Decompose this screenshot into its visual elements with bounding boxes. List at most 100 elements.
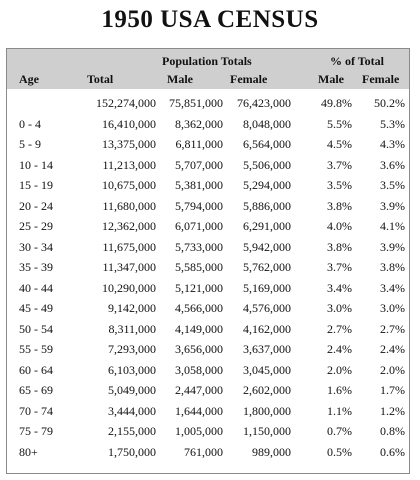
column-header-female: Female bbox=[230, 72, 268, 86]
cell-age: 20 - 24 bbox=[19, 198, 53, 213]
column-header-male: Male bbox=[167, 72, 193, 86]
cell-pct-female: 4.3% bbox=[380, 137, 405, 151]
cell-age: 75 - 79 bbox=[19, 424, 53, 438]
cell-female: 5,886,000 bbox=[243, 198, 291, 213]
cell-age: 35 - 39 bbox=[19, 260, 53, 274]
cell-male: 5,794,000 bbox=[175, 198, 223, 213]
cell-age: 80+ bbox=[19, 444, 38, 459]
page-title: 1950 USA CENSUS bbox=[101, 6, 319, 33]
table-row: 55 - 59 7,293,000 3,656,000 3,637,000 2.4% 2.… bbox=[7, 339, 409, 359]
cell-male: 2,447,000 bbox=[175, 383, 223, 397]
cell-age: 0 - 4 bbox=[19, 116, 41, 131]
cell-age: 50 - 54 bbox=[19, 321, 53, 336]
cell-total: 11,213,000 bbox=[102, 157, 156, 172]
column-header-pct-female: Female bbox=[362, 72, 400, 86]
table-row: 35 - 39 11,347,000 5,585,000 5,762,000 3.7% 3… bbox=[7, 257, 409, 277]
cell-pct-male: 0.7% bbox=[327, 424, 352, 438]
cell-pct-female: 0.6% bbox=[380, 444, 405, 459]
cell-total: 11,675,000 bbox=[102, 239, 156, 254]
cell-female: 6,291,000 bbox=[243, 219, 291, 233]
cell-total: 16,410,000 bbox=[102, 116, 156, 131]
cell-pct-male: 1.1% bbox=[327, 403, 352, 418]
cell-pct-male: 49.8% bbox=[321, 96, 352, 110]
cell-male: 5,707,000 bbox=[175, 157, 223, 172]
table-row: 65 - 69 5,049,000 2,447,000 2,602,000 1.6% 1.… bbox=[7, 380, 409, 400]
cell-female: 5,942,000 bbox=[243, 239, 291, 254]
cell-pct-female: 1.2% bbox=[380, 403, 405, 418]
cell-age: 30 - 34 bbox=[19, 239, 53, 254]
cell-pct-male: 2.7% bbox=[327, 321, 352, 336]
cell-pct-male: 3.5% bbox=[327, 178, 352, 192]
cell-female: 989,000 bbox=[252, 444, 291, 459]
table-row: 0 - 4 16,410,000 8,362,000 8,048,000 5.5% 5.3… bbox=[7, 114, 409, 134]
cell-female: 4,576,000 bbox=[243, 301, 291, 315]
cell-female: 5,294,000 bbox=[243, 178, 291, 192]
cell-pct-female: 50.2% bbox=[374, 96, 405, 110]
cell-female: 6,564,000 bbox=[243, 137, 291, 151]
cell-pct-female: 3.9% bbox=[380, 198, 405, 213]
cell-total: 11,347,000 bbox=[102, 260, 156, 274]
cell-age: 25 - 29 bbox=[19, 219, 53, 233]
cell-pct-female: 0.8% bbox=[380, 424, 405, 438]
group-header-population-totals: Population Totals bbox=[162, 54, 252, 68]
cell-pct-female: 4.1% bbox=[380, 219, 405, 233]
cell-pct-male: 3.7% bbox=[327, 260, 352, 274]
cell-female: 5,506,000 bbox=[243, 157, 291, 172]
cell-male: 5,733,000 bbox=[175, 239, 223, 254]
cell-male: 5,585,000 bbox=[175, 260, 223, 274]
cell-age: 10 - 14 bbox=[19, 157, 53, 172]
cell-pct-male: 3.8% bbox=[327, 239, 352, 254]
cell-total: 12,362,000 bbox=[102, 219, 156, 233]
cell-age: 40 - 44 bbox=[19, 280, 53, 295]
cell-male: 3,656,000 bbox=[175, 342, 223, 356]
cell-pct-male: 5.5% bbox=[327, 116, 352, 131]
cell-age: 55 - 59 bbox=[19, 342, 53, 356]
cell-total: 2,155,000 bbox=[108, 424, 156, 438]
cell-age: 70 - 74 bbox=[19, 403, 53, 418]
cell-female: 1,150,000 bbox=[243, 424, 291, 438]
cell-total: 1,750,000 bbox=[108, 444, 156, 459]
cell-pct-male: 3.8% bbox=[327, 198, 352, 213]
cell-pct-male: 3.4% bbox=[327, 280, 352, 295]
cell-male: 6,811,000 bbox=[175, 137, 223, 151]
cell-female: 1,800,000 bbox=[243, 403, 291, 418]
cell-pct-female: 3.0% bbox=[380, 301, 405, 315]
cell-pct-female: 2.4% bbox=[380, 342, 405, 356]
table-row: 40 - 44 10,290,000 5,121,000 5,169,000 3.4% 3… bbox=[7, 278, 409, 298]
cell-total: 11,680,000 bbox=[102, 198, 156, 213]
cell-pct-female: 3.4% bbox=[380, 280, 405, 295]
table-row: 30 - 34 11,675,000 5,733,000 5,942,000 3.8% 3… bbox=[7, 237, 409, 257]
table-row: 75 - 79 2,155,000 1,005,000 1,150,000 0.7% 0.… bbox=[7, 421, 409, 441]
cell-age: 60 - 64 bbox=[19, 362, 53, 377]
cell-female: 4,162,000 bbox=[243, 321, 291, 336]
cell-pct-female: 2.7% bbox=[380, 321, 405, 336]
census-table: Population Totals % of Total Age Total M… bbox=[6, 48, 410, 474]
cell-total: 13,375,000 bbox=[102, 137, 156, 151]
cell-pct-male: 4.0% bbox=[327, 219, 352, 233]
cell-pct-female: 3.5% bbox=[380, 178, 405, 192]
cell-pct-male: 2.0% bbox=[327, 362, 352, 377]
cell-female: 3,045,000 bbox=[243, 362, 291, 377]
cell-pct-female: 3.9% bbox=[380, 239, 405, 254]
table-row: 60 - 64 6,103,000 3,058,000 3,045,000 2.0% 2.… bbox=[7, 360, 409, 380]
cell-total: 10,290,000 bbox=[102, 280, 156, 295]
cell-total: 3,444,000 bbox=[108, 403, 156, 418]
cell-pct-male: 3.7% bbox=[327, 157, 352, 172]
cell-pct-male: 0.5% bbox=[327, 444, 352, 459]
cell-male: 4,149,000 bbox=[175, 321, 223, 336]
column-header-pct-male: Male bbox=[318, 72, 344, 86]
cell-male: 8,362,000 bbox=[175, 116, 223, 131]
cell-total: 7,293,000 bbox=[108, 342, 156, 356]
cell-total: 6,103,000 bbox=[108, 362, 156, 377]
cell-pct-female: 2.0% bbox=[380, 362, 405, 377]
table-row: 45 - 49 9,142,000 4,566,000 4,576,000 3.0% 3.… bbox=[7, 298, 409, 318]
table-row: 20 - 24 11,680,000 5,794,000 5,886,000 3.8% 3… bbox=[7, 196, 409, 216]
group-header-percent-of-total: % of Total bbox=[329, 54, 384, 68]
column-header-total: Total bbox=[87, 72, 114, 86]
table-row: 10 - 14 11,213,000 5,707,000 5,506,000 3.7% 3… bbox=[7, 155, 409, 175]
cell-pct-female: 3.6% bbox=[380, 157, 405, 172]
cell-pct-male: 2.4% bbox=[327, 342, 352, 356]
cell-female: 3,637,000 bbox=[243, 342, 291, 356]
cell-total: 8,311,000 bbox=[108, 321, 156, 336]
cell-age: 5 - 9 bbox=[19, 137, 41, 151]
